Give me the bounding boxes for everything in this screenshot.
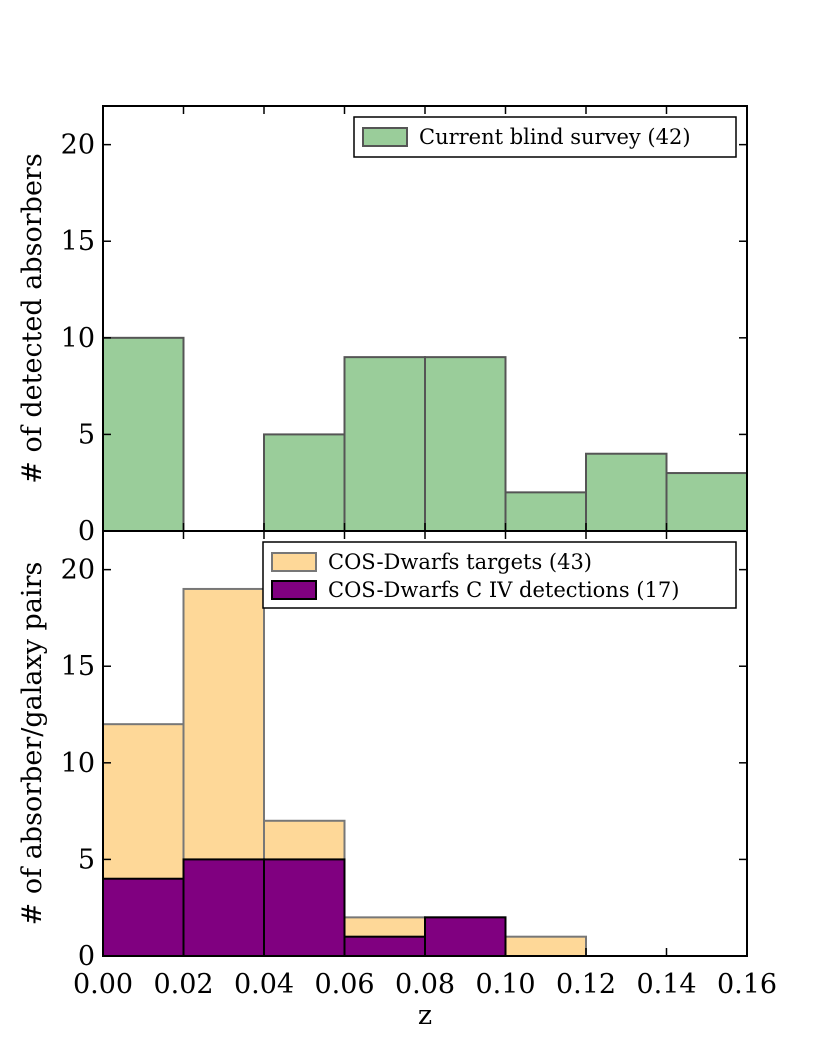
y-axis-label: # of absorber/galaxy pairs — [17, 562, 48, 926]
legend: COS-Dwarfs targets (43) COS-Dwarfs C IV d… — [262, 541, 737, 609]
y-tick-label: 0 — [78, 941, 95, 972]
y-tick-label: 0 — [78, 516, 95, 547]
x-tick-label: 0.12 — [556, 969, 616, 1000]
bar — [102, 336, 185, 532]
bar — [263, 433, 346, 532]
bar — [182, 858, 265, 958]
bar — [665, 472, 748, 532]
bar — [263, 858, 346, 958]
bottom-panel: 0 5 10 15 20 0.00 0.02 0.04 0.06 0.08 0.10 0.12 0.14… — [17, 530, 777, 1031]
bar — [585, 452, 668, 532]
legend-label: COS-Dwarfs C IV detections (17) — [328, 578, 679, 602]
legend-swatch — [362, 127, 408, 147]
legend-swatch — [271, 552, 317, 572]
bar — [504, 935, 587, 958]
legend: Current blind survey (42) — [353, 116, 737, 158]
bar — [424, 916, 507, 958]
y-tick-label: 10 — [61, 323, 95, 354]
bar — [504, 491, 587, 533]
x-tick-label: 0.16 — [717, 969, 777, 1000]
legend-box — [262, 541, 737, 609]
y-tick-label: 15 — [61, 651, 95, 682]
x-axis-label: z — [418, 1000, 432, 1031]
y-tick-label: 5 — [78, 419, 95, 450]
y-axis-label: # of detected absorbers — [17, 153, 48, 483]
x-tick-label: 0.10 — [475, 969, 535, 1000]
y-tick-label: 15 — [61, 226, 95, 257]
x-tick-label: 0.06 — [314, 969, 374, 1000]
bar — [343, 935, 426, 958]
legend-label: COS-Dwarfs targets (43) — [328, 550, 592, 574]
x-tick-label: 0.00 — [73, 969, 133, 1000]
series-1 — [102, 858, 507, 958]
x-tick-label: 0.04 — [234, 969, 294, 1000]
y-tick-label: 10 — [61, 748, 95, 779]
series-0 — [102, 336, 748, 533]
y-tick-label: 20 — [61, 130, 95, 161]
bar — [343, 356, 426, 532]
legend-box — [353, 116, 737, 158]
x-tick-label: 0.14 — [636, 969, 696, 1000]
bar — [424, 356, 507, 532]
x-tick-label: 0.02 — [153, 969, 213, 1000]
y-tick-label: 5 — [78, 844, 95, 875]
bar — [102, 877, 185, 958]
legend-label: Current blind survey (42) — [419, 125, 691, 149]
top-panel: 0 5 10 15 20 # of detected absorbers Current b… — [17, 105, 748, 547]
y-tick-label: 20 — [61, 555, 95, 586]
x-tick-label: 0.08 — [395, 969, 455, 1000]
legend-swatch — [271, 580, 317, 600]
